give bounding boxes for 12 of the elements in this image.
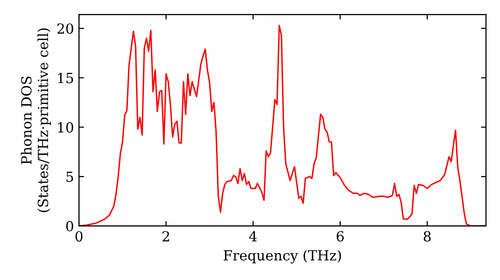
x-tick-label: 4 — [249, 231, 257, 242]
y-tick-label: 15 — [58, 72, 74, 84]
x-axis-title: Frequency (THz) — [224, 250, 341, 264]
y-tick-label: 10 — [58, 122, 74, 133]
x-tick-label: 6 — [336, 231, 344, 242]
x-tick-label: 8 — [424, 231, 431, 242]
x-tick-label: 0 — [75, 231, 82, 242]
y-tick-label: 0 — [66, 220, 74, 232]
y-axis-title: Phonon DOS (States/THz·primitive cell) — [20, 28, 51, 212]
y-tick-label: 5 — [66, 172, 74, 182]
x-tick-label: 2 — [162, 231, 170, 242]
y-tick-label: 20 — [57, 23, 74, 34]
